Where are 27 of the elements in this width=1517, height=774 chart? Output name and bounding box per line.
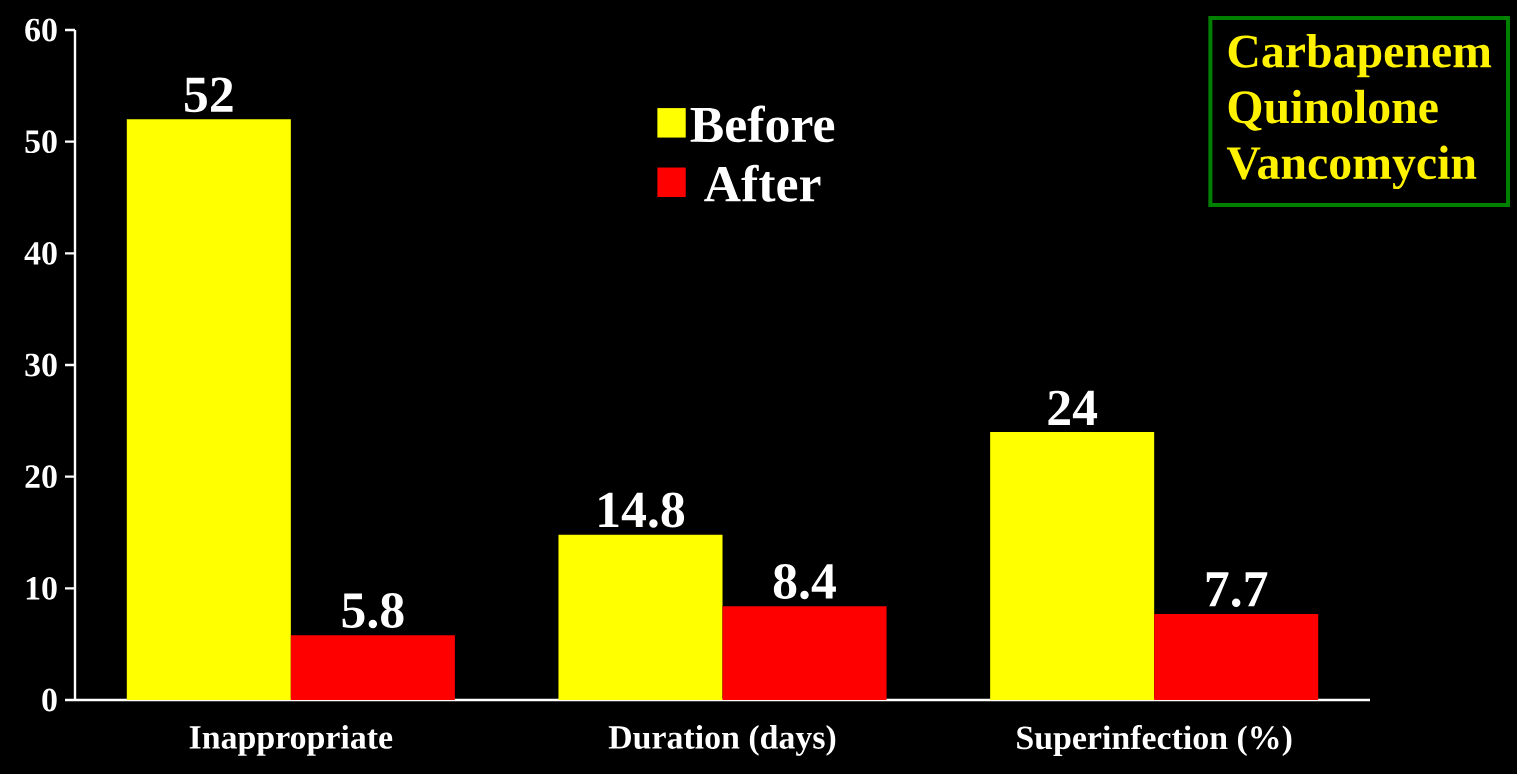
data-label: 5.8 [342,592,404,629]
legend-label: Before [690,105,835,143]
x-tick-label: Inappropriate [189,725,393,756]
annotation: Carbapenem [1228,33,1492,78]
y-tick-label: 10 [26,576,57,600]
y-tick-label: 60 [25,18,57,42]
x-tick-label: Superinfection (%) [1017,725,1292,757]
x-tick-label: Duration (days) [608,725,836,756]
y-tick-label: 20 [25,465,57,489]
data-label: 52 [184,77,233,113]
y-tick-label: 30 [25,353,57,377]
data-label: 7.7 [1206,572,1268,607]
bar [558,534,723,700]
annotation: Vancomycin [1226,145,1477,190]
bar [990,432,1155,700]
legend-label: After [704,164,821,202]
bar [722,606,887,700]
annotation: Quinolone [1228,89,1438,131]
y-tick-label: 40 [24,241,57,265]
data-label: 24 [1048,390,1098,425]
bar [290,635,455,700]
bar [126,119,291,700]
y-tick-label: 50 [25,130,57,154]
bar [1154,614,1319,700]
data-label: 8.4 [773,563,836,600]
y-tick-label: 0 [42,688,57,712]
data-label: 14.8 [599,492,685,528]
